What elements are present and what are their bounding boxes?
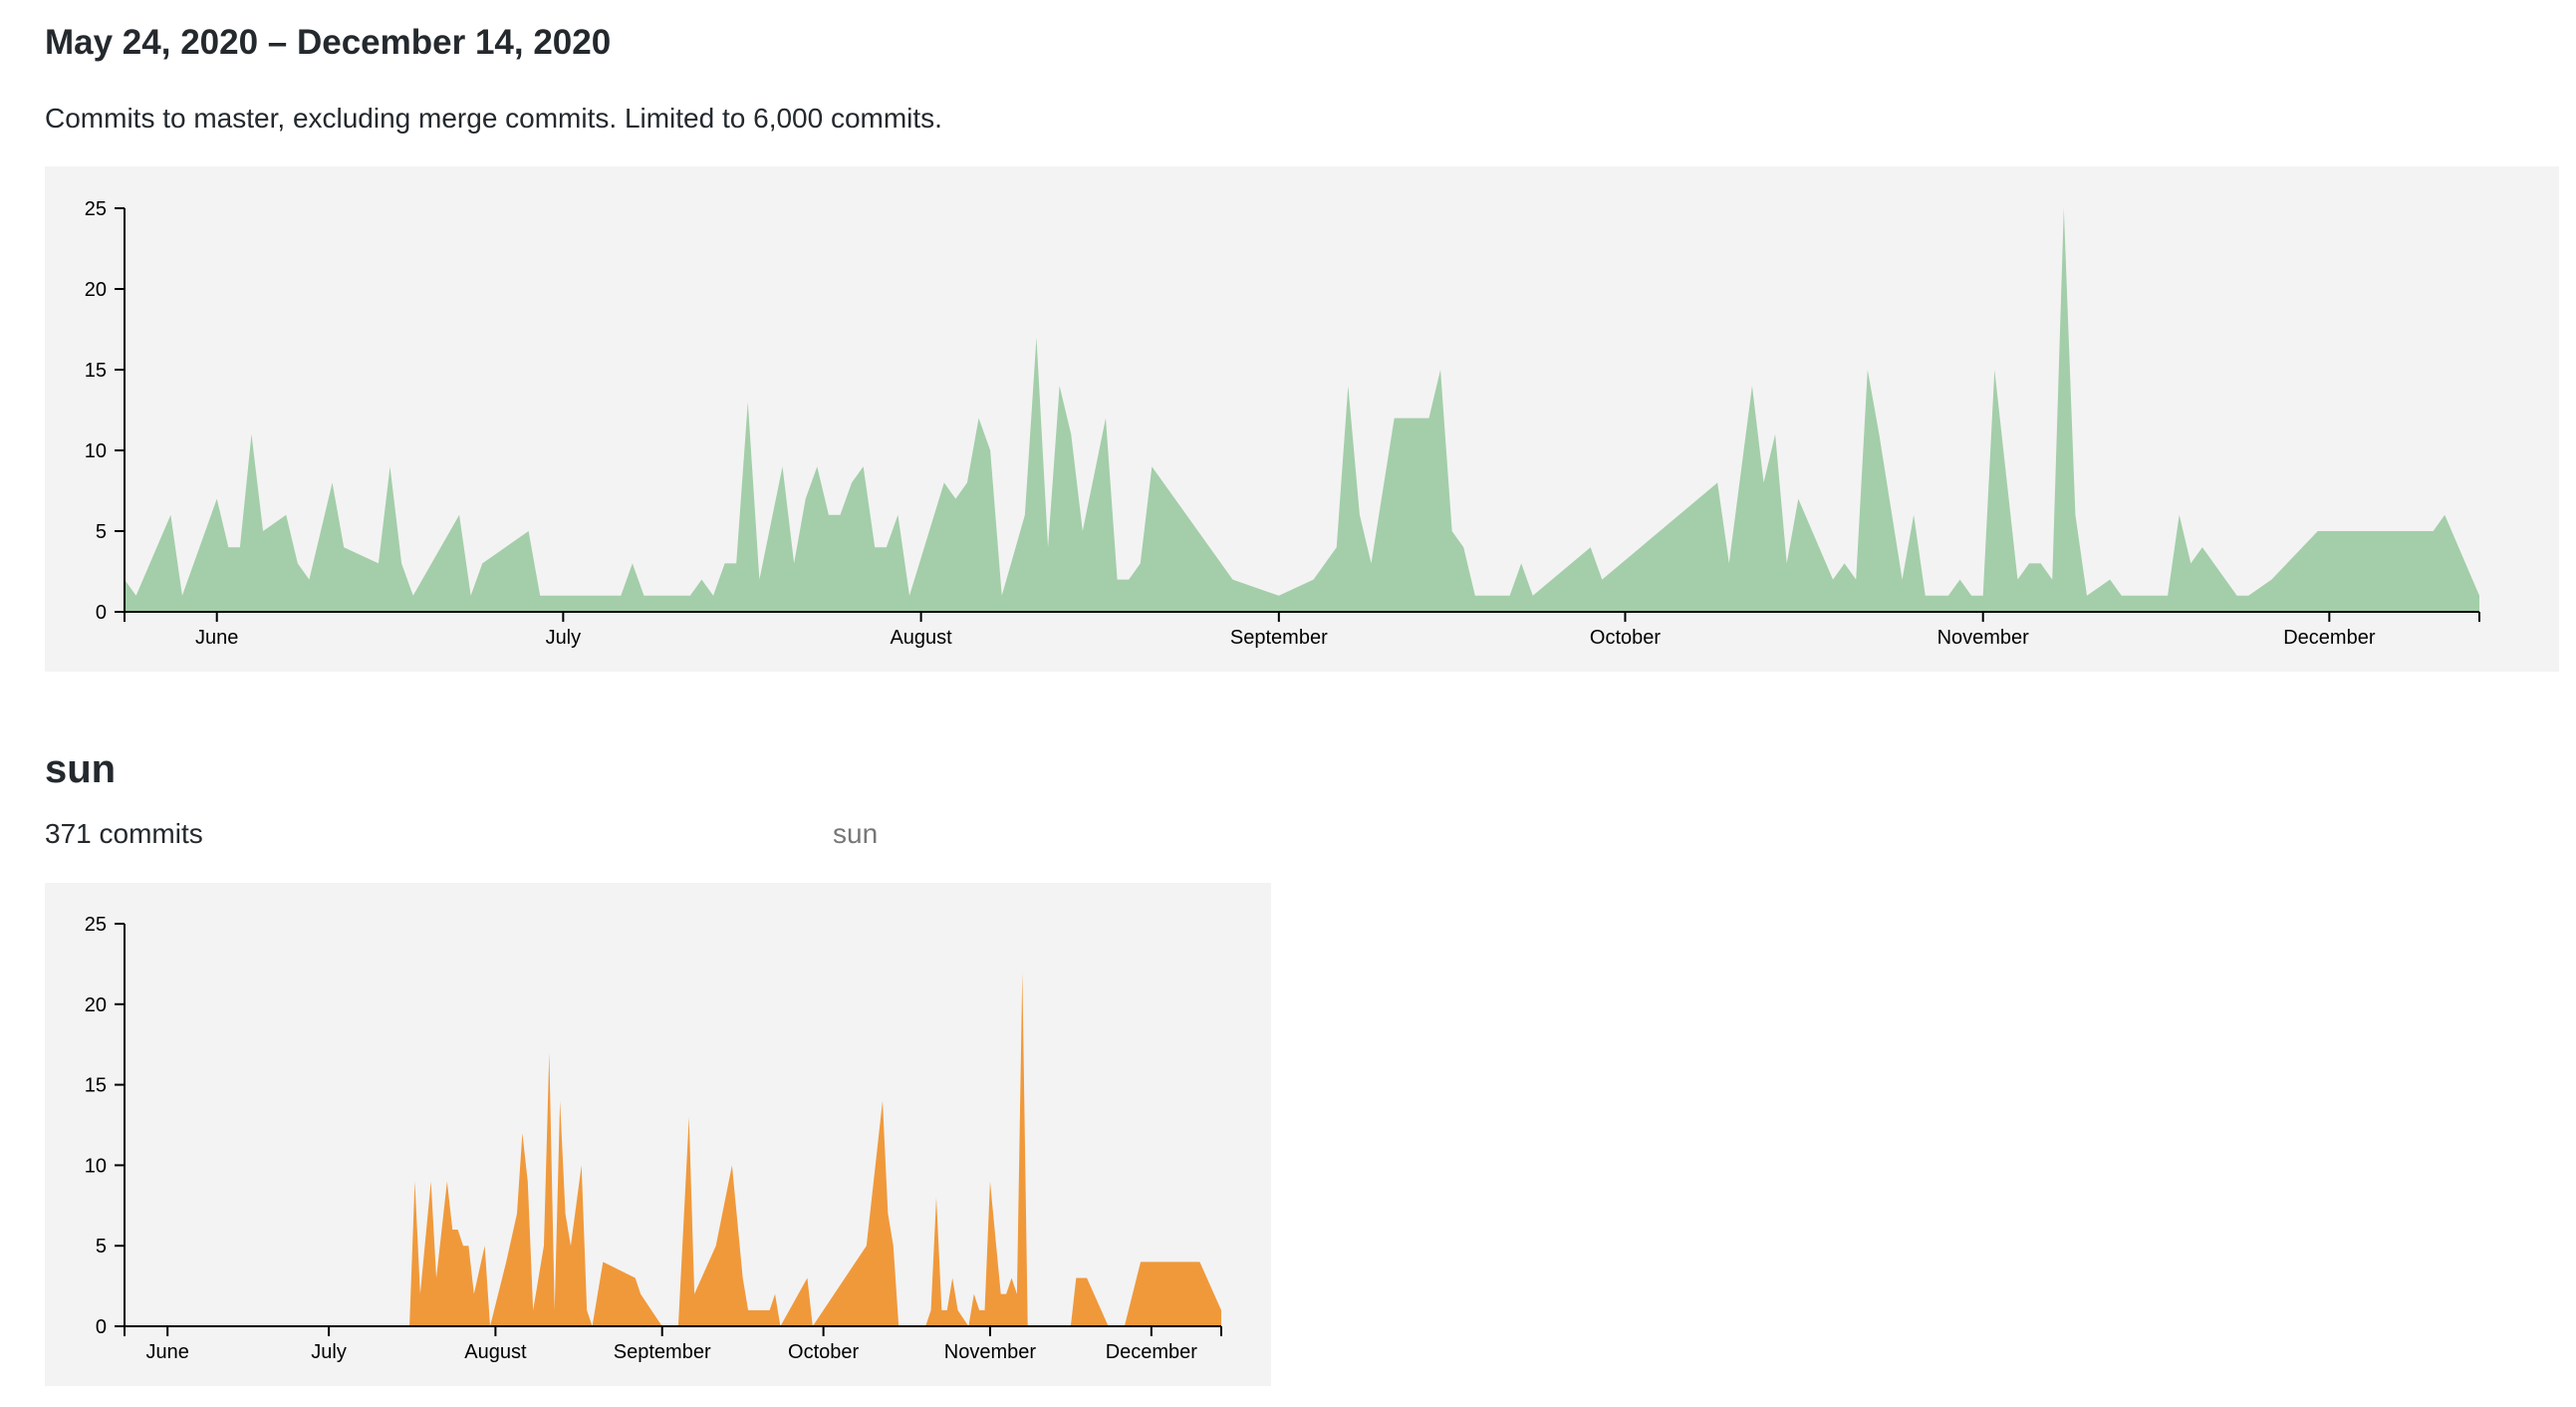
- x-tick-label: October: [788, 1341, 859, 1363]
- x-tick-label: September: [614, 1341, 711, 1363]
- range-subtitle: Commits to master, excluding merge commi…: [45, 103, 942, 134]
- y-tick-label: 5: [96, 521, 107, 543]
- x-tick-label: September: [1230, 627, 1328, 649]
- x-tick-label: August: [464, 1341, 527, 1363]
- y-tick-label: 15: [85, 360, 107, 382]
- x-tick-label: November: [944, 1341, 1037, 1363]
- y-tick-label: 0: [96, 1316, 107, 1338]
- contributor-name[interactable]: sun: [45, 747, 116, 791]
- y-tick-label: 20: [85, 994, 107, 1016]
- y-tick-label: 15: [85, 1075, 107, 1097]
- x-tick-label: October: [1590, 627, 1661, 649]
- y-tick-label: 0: [96, 602, 107, 624]
- x-tick-label: June: [195, 627, 238, 649]
- range-title: May 24, 2020 – December 14, 2020: [45, 23, 611, 62]
- chart-panel: [45, 883, 1271, 1386]
- x-tick-label: December: [2283, 627, 2376, 649]
- commit-count[interactable]: 371 commits: [45, 818, 203, 849]
- x-tick-label: June: [145, 1341, 188, 1363]
- x-tick-label: November: [1937, 627, 2030, 649]
- y-tick-label: 10: [85, 440, 107, 462]
- y-tick-label: 25: [85, 914, 107, 936]
- avatar-alt[interactable]: sun: [833, 818, 878, 849]
- y-tick-label: 20: [85, 279, 107, 301]
- commit-area: [125, 208, 2479, 612]
- x-tick-label: July: [311, 1341, 347, 1363]
- y-tick-label: 5: [96, 1236, 107, 1258]
- x-tick-label: August: [890, 627, 952, 649]
- x-tick-label: July: [546, 627, 582, 649]
- x-tick-label: December: [1106, 1341, 1198, 1363]
- y-tick-label: 10: [85, 1155, 107, 1177]
- y-tick-label: 25: [85, 198, 107, 220]
